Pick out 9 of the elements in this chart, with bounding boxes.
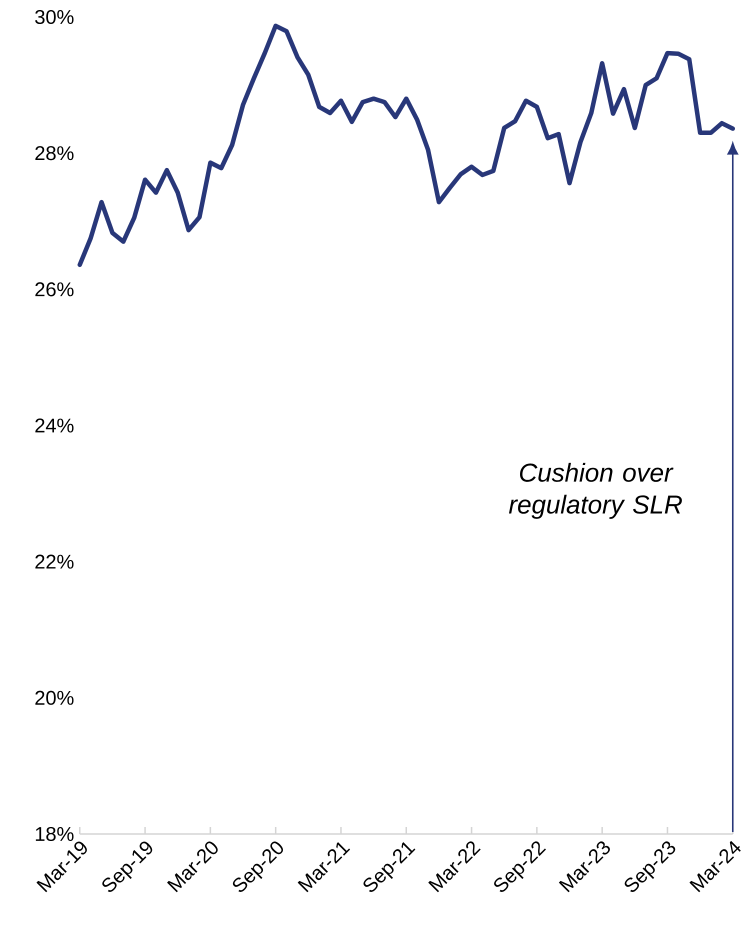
y-tick-label: 24% bbox=[35, 418, 74, 432]
line-series bbox=[78, 24, 736, 268]
y-tick-label: 26% bbox=[35, 282, 74, 296]
y-tick-label: 22% bbox=[35, 554, 74, 569]
y-tick-label: 20% bbox=[35, 690, 74, 705]
y-tick-label: 28% bbox=[35, 146, 74, 160]
y-tick-label: 30% bbox=[35, 10, 74, 24]
y-tick-label: 18% bbox=[36, 826, 74, 842]
annotation: Cushion over regulatory SLR bbox=[509, 462, 682, 519]
